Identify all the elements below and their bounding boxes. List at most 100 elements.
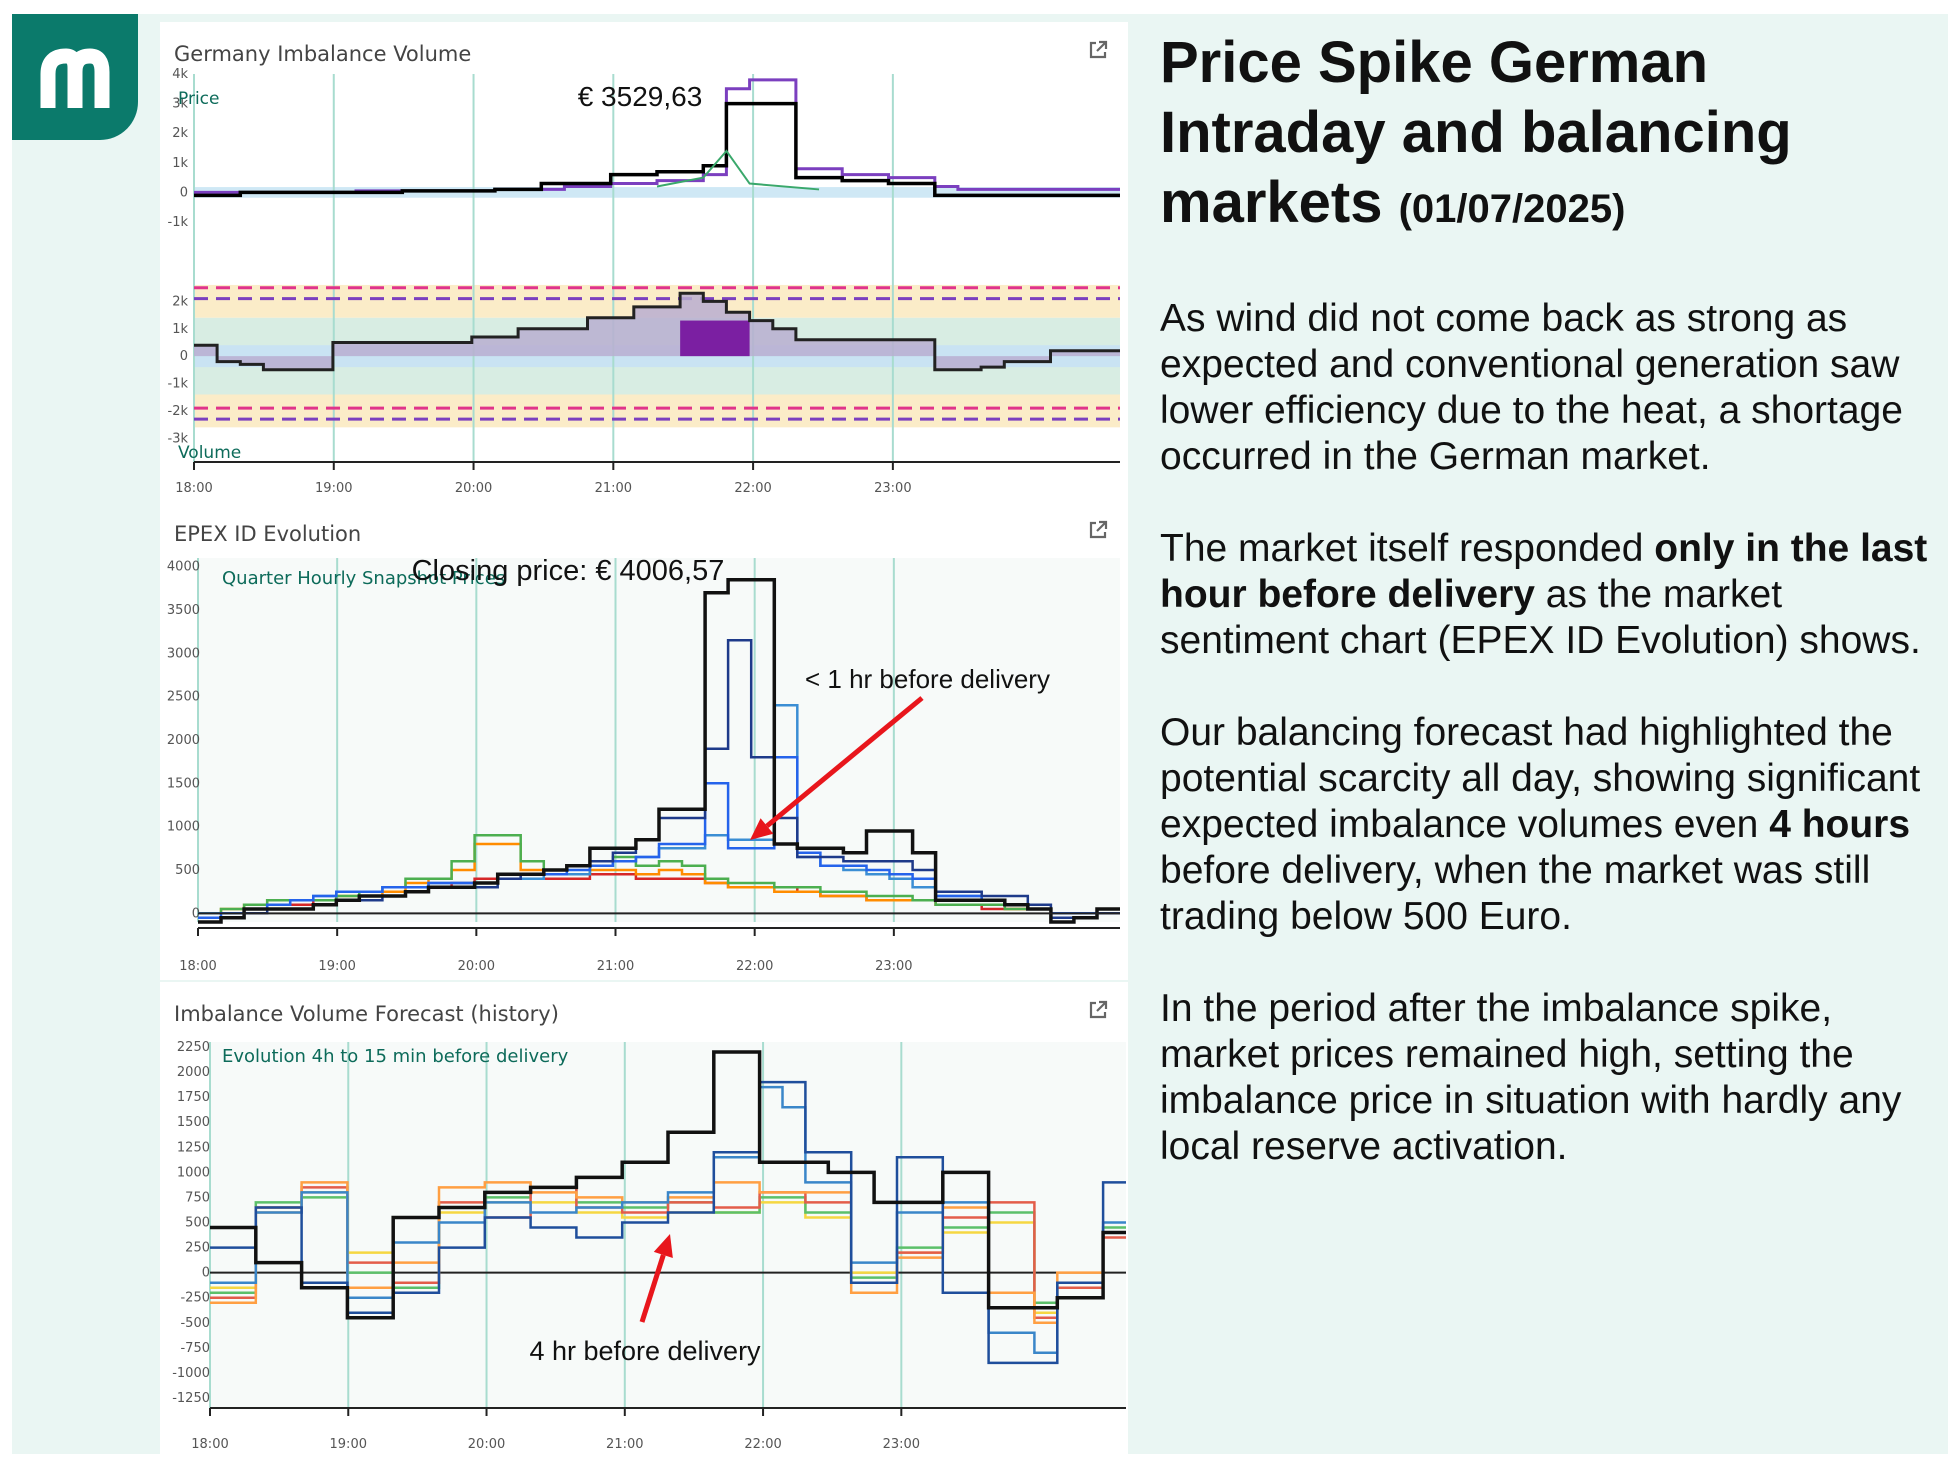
y-tick-label: -3k bbox=[168, 431, 189, 446]
price-band bbox=[194, 187, 1120, 198]
x-tick-label: 18:00 bbox=[175, 481, 212, 496]
page-title: Price Spike German Intraday and balancin… bbox=[1160, 28, 1940, 244]
price-series-line bbox=[198, 756, 1120, 919]
imbalance-forecast-chart: 2250 2000 1750 1500 1250 1000 750 500 250 0 -250 -5… bbox=[172, 1040, 1126, 1452]
forecast-series-line bbox=[210, 1080, 1126, 1365]
y-tick-label: 1500 bbox=[167, 776, 200, 791]
annotation-arrow bbox=[639, 1234, 673, 1323]
x-tick-label: 22:00 bbox=[734, 481, 771, 496]
closing-price-annotation: Closing price: € 4006,57 bbox=[412, 555, 725, 587]
text-span: Our balancing forecast had highlighted t… bbox=[1160, 711, 1921, 846]
paragraph: In the period after the imbalance spike,… bbox=[1160, 986, 1940, 1170]
y-tick-label: -250 bbox=[180, 1291, 210, 1306]
epex-id-evolution-chart: 4000 3500 3000 2500 2000 1500 1000 500 0 18:00 19:… bbox=[167, 555, 1120, 974]
panel-title: Imbalance Volume Forecast (history) bbox=[174, 1002, 559, 1026]
y-tick-label: -2k bbox=[168, 404, 189, 419]
title-text: Price Spike German Intraday and balancin… bbox=[1160, 30, 1792, 235]
y-tick-label: 2k bbox=[172, 126, 188, 141]
y-tick-label: 2250 bbox=[177, 1040, 210, 1055]
y-tick-label: 1250 bbox=[177, 1140, 210, 1155]
y-tick-label: 4k bbox=[172, 67, 188, 82]
volume-band-lower bbox=[194, 394, 1120, 428]
price-label: Price bbox=[178, 89, 219, 109]
x-tick-label: 23:00 bbox=[875, 959, 912, 974]
volume-peak-fill bbox=[680, 320, 750, 357]
x-tick-label: 18:00 bbox=[191, 1437, 228, 1452]
x-tick-label: 22:00 bbox=[736, 959, 773, 974]
volume-area bbox=[194, 293, 1120, 370]
x-tick-label: 23:00 bbox=[883, 1437, 920, 1452]
price-series-line bbox=[198, 577, 1120, 924]
external-link-icon[interactable] bbox=[1086, 38, 1110, 67]
x-tick-label: 20:00 bbox=[458, 959, 495, 974]
volume-series-line bbox=[194, 291, 1120, 372]
y-tick-label: -1000 bbox=[172, 1366, 210, 1381]
arrow-head bbox=[653, 1234, 673, 1258]
m-logo-icon bbox=[12, 14, 138, 140]
epex-id-evolution-panel: EPEX ID Evolution 4000 3500 3000 2500 2000 15… bbox=[160, 502, 1128, 980]
text-span: In the period after the imbalance spike,… bbox=[1160, 987, 1902, 1168]
text-span: before delivery, when the market was sti… bbox=[1160, 849, 1871, 938]
y-tick-label: -1k bbox=[168, 215, 189, 230]
annotation-arrow bbox=[750, 696, 924, 840]
price-series-line bbox=[194, 101, 1120, 198]
y-tick-label: 4000 bbox=[167, 560, 200, 575]
forecast-series-line bbox=[210, 1085, 1126, 1355]
y-tick-label: 750 bbox=[185, 1190, 210, 1205]
body-text: As wind did not come back as strong as e… bbox=[1160, 296, 1940, 1170]
title-date: (01/07/2025) bbox=[1398, 187, 1626, 231]
text-span: The market itself responded bbox=[1160, 527, 1655, 570]
y-tick-label: 0 bbox=[202, 1266, 210, 1281]
y-tick-label: -750 bbox=[180, 1341, 210, 1356]
arrow-head bbox=[750, 818, 774, 840]
y-tick-label: 2000 bbox=[177, 1065, 210, 1080]
plot-area bbox=[210, 1042, 1126, 1408]
x-tick-label: 21:00 bbox=[597, 959, 634, 974]
y-tick-label: 1500 bbox=[177, 1115, 210, 1130]
delivery-annotation: < 1 hr before delivery bbox=[805, 664, 1050, 694]
y-tick-label: -500 bbox=[180, 1316, 210, 1331]
y-tick-label: 1750 bbox=[177, 1090, 210, 1105]
y-tick-label: 2k bbox=[172, 294, 188, 309]
arrow-shaft bbox=[765, 696, 924, 828]
imbalance-volume-panel: Germany Imbalance Volume 4k 3k 2k 1k 0 -1k 2k 1… bbox=[160, 22, 1128, 502]
panel-title: Germany Imbalance Volume bbox=[174, 42, 472, 66]
y-tick-label: 250 bbox=[185, 1241, 210, 1256]
y-tick-label: 3000 bbox=[167, 646, 200, 661]
x-tick-label: 20:00 bbox=[455, 481, 492, 496]
y-tick-label: 3500 bbox=[167, 603, 200, 618]
text-column: Price Spike German Intraday and balancin… bbox=[1160, 28, 1940, 1216]
external-link-icon[interactable] bbox=[1086, 518, 1110, 547]
x-tick-label: 21:00 bbox=[595, 481, 632, 496]
y-tick-label: 1000 bbox=[167, 820, 200, 835]
delivery-annotation: 4 hr before delivery bbox=[529, 1336, 761, 1366]
volume-label: Volume bbox=[178, 443, 241, 463]
x-tick-label: 19:00 bbox=[315, 481, 352, 496]
y-tick-label: 1k bbox=[172, 322, 188, 337]
x-tick-label: 23:00 bbox=[874, 481, 911, 496]
imbalance-volume-chart: 4k 3k 2k 1k 0 -1k 2k 1k 0 -1k -2k -3k 18:00 19:00 20:0… bbox=[168, 67, 1120, 496]
y-tick-label: 0 bbox=[192, 906, 200, 921]
x-tick-label: 22:00 bbox=[744, 1437, 781, 1452]
y-tick-label: 0 bbox=[180, 185, 188, 200]
y-tick-label: 2000 bbox=[167, 733, 200, 748]
series-label: Evolution 4h to 15 min before delivery bbox=[222, 1046, 569, 1067]
price-annotation: € 3529,63 bbox=[578, 81, 703, 112]
x-tick-label: 20:00 bbox=[468, 1437, 505, 1452]
y-tick-label: 0 bbox=[180, 349, 188, 364]
external-link-icon[interactable] bbox=[1086, 998, 1110, 1027]
y-tick-label: 500 bbox=[175, 863, 200, 878]
series-label: Quarter Hourly Snapshot Prices bbox=[222, 568, 505, 589]
price-series-line bbox=[656, 149, 820, 191]
bold-text: 4 hours bbox=[1769, 803, 1911, 846]
paragraph: The market itself responded only in the … bbox=[1160, 526, 1940, 664]
y-tick-label: 500 bbox=[185, 1215, 210, 1230]
y-tick-label: 1k bbox=[172, 156, 188, 171]
y-tick-label: 2500 bbox=[167, 690, 200, 705]
x-tick-label: 19:00 bbox=[318, 959, 355, 974]
y-tick-label: -1k bbox=[168, 377, 189, 392]
arrow-shaft bbox=[639, 1254, 666, 1323]
x-tick-label: 21:00 bbox=[606, 1437, 643, 1452]
y-tick-label: 1000 bbox=[177, 1165, 210, 1180]
text-span: As wind did not come back as strong as e… bbox=[1160, 297, 1903, 478]
